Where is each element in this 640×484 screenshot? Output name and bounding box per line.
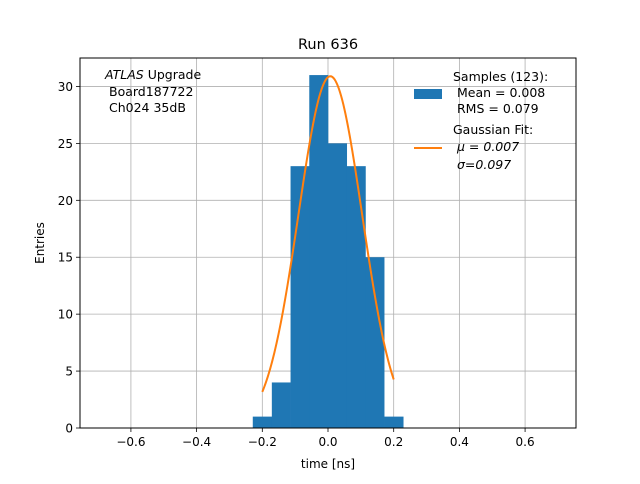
y-tick-label: 10 (58, 308, 73, 322)
x-tick-label: 0.6 (516, 435, 535, 449)
x-axis-label: time [ns] (301, 457, 355, 471)
atlas-annotation: ATLAS Upgrade Board187722 Ch024 35dB (104, 67, 201, 115)
x-tick-label: 0.0 (318, 435, 337, 449)
annotation-line-3: Ch024 35dB (109, 100, 186, 115)
y-tick-label: 0 (65, 422, 73, 436)
legend-fit-sigma: σ=0.097 (457, 157, 511, 172)
histogram-bar (365, 257, 385, 428)
y-tick-label: 30 (58, 80, 73, 94)
legend-samples-title: Samples (123): (453, 69, 548, 84)
annotation-upgrade: Upgrade (144, 67, 202, 82)
histogram-bar (309, 75, 329, 429)
legend-samples-swatch (414, 89, 442, 99)
y-axis-label: Entries (33, 222, 47, 264)
histogram-bar (271, 382, 291, 428)
gaussian-fit-curve (261, 75, 395, 393)
histogram-bar (346, 166, 366, 428)
y-axis-ticks: 0 5 10 15 20 25 30 (58, 80, 80, 436)
y-tick-label: 15 (58, 251, 73, 265)
x-tick-label: 0.4 (450, 435, 469, 449)
y-tick-label: 5 (65, 365, 73, 379)
x-tick-label: −0.2 (248, 435, 277, 449)
histogram-bar (384, 416, 404, 428)
x-axis-ticks: −0.6 −0.4 −0.2 0.0 0.2 0.4 0.6 (116, 428, 535, 449)
legend-samples-rms: RMS = 0.079 (457, 101, 539, 116)
x-tick-label: −0.6 (116, 435, 145, 449)
legend-fit-title: Gaussian Fit: (453, 122, 533, 137)
annotation-line-2: Board187722 (109, 84, 193, 99)
gaussian-fit (261, 75, 395, 393)
annotation-line-1: ATLAS Upgrade (104, 67, 201, 82)
legend-fit-mu: μ = 0.007 (456, 139, 519, 154)
histogram-bar (328, 143, 348, 428)
legend-samples-mean: Mean = 0.008 (457, 85, 545, 100)
y-tick-label: 25 (58, 137, 73, 151)
x-tick-label: 0.2 (384, 435, 403, 449)
legend: Samples (123): Mean = 0.008 RMS = 0.079 … (414, 69, 548, 172)
chart-title: Run 636 (298, 37, 358, 53)
histogram-bar (252, 416, 273, 428)
x-tick-label: −0.4 (182, 435, 211, 449)
histogram-bars (252, 75, 404, 429)
y-tick-label: 20 (58, 194, 73, 208)
annotation-atlas: ATLAS (104, 67, 144, 82)
